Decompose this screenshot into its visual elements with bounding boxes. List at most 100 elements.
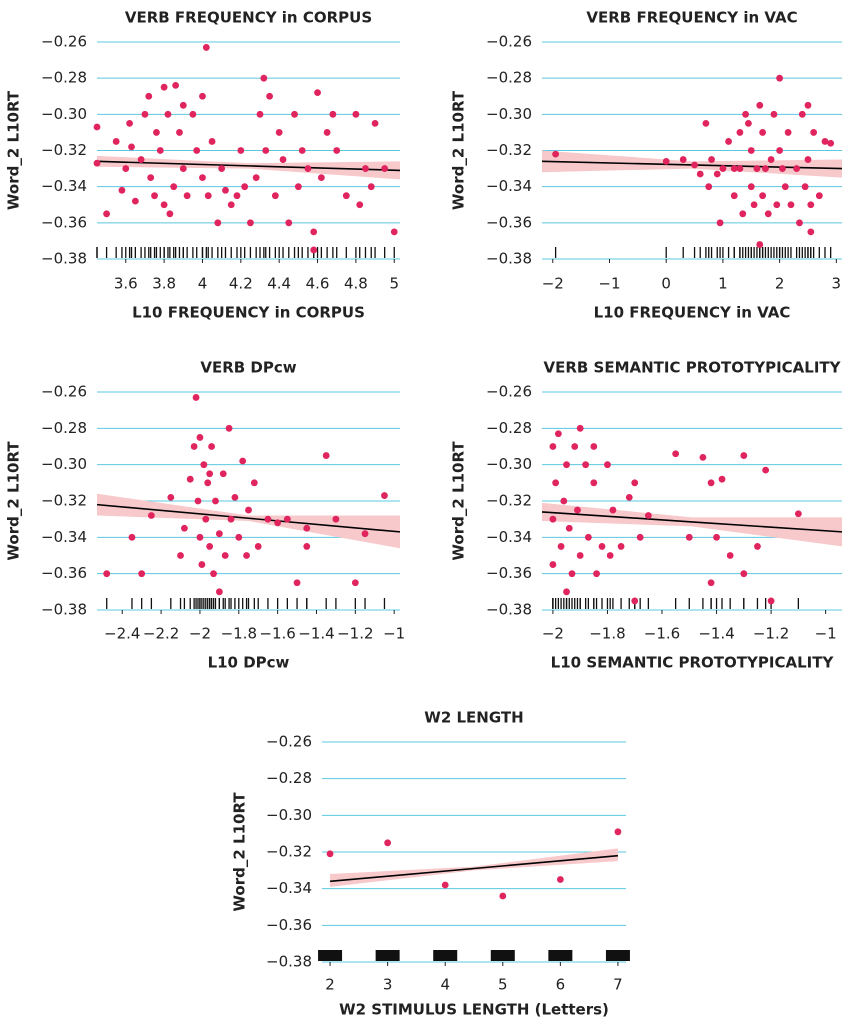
- rug-mark: [375, 950, 400, 961]
- y-tick-label: −0.26: [41, 383, 87, 401]
- rug-mark: [764, 598, 767, 609]
- rug-mark: [764, 247, 767, 258]
- y-tick-label: −0.36: [486, 213, 532, 231]
- rug-mark: [207, 598, 209, 609]
- point: [250, 479, 258, 487]
- point: [750, 201, 758, 209]
- point: [598, 543, 606, 550]
- rug-mark: [393, 247, 395, 258]
- rug-mark: [179, 598, 182, 609]
- point: [227, 201, 235, 209]
- rug-mark: [433, 950, 458, 961]
- rug-mark: [810, 247, 812, 258]
- point: [798, 110, 806, 118]
- rug-mark: [374, 247, 376, 258]
- point: [753, 165, 761, 172]
- point: [317, 174, 325, 182]
- rug-mark: [134, 247, 137, 258]
- point: [252, 174, 260, 182]
- rug-mark: [715, 598, 718, 609]
- point: [804, 156, 812, 163]
- point: [323, 129, 331, 136]
- point: [764, 210, 772, 218]
- point: [636, 533, 644, 541]
- point: [381, 165, 389, 172]
- point: [204, 192, 212, 200]
- rug-mark: [801, 247, 803, 258]
- rug-mark: [189, 598, 191, 609]
- point: [821, 138, 829, 145]
- rug-mark: [210, 598, 213, 609]
- rug-mark: [240, 247, 242, 258]
- confidence-band: [542, 502, 842, 547]
- point: [716, 219, 724, 227]
- rug-mark: [173, 247, 175, 258]
- point: [604, 461, 611, 469]
- rug-mark: [224, 247, 227, 258]
- rug-mark: [747, 247, 750, 258]
- point: [303, 524, 311, 532]
- point: [549, 561, 557, 568]
- rug-mark: [130, 247, 133, 258]
- rug-mark: [336, 247, 338, 258]
- rug-mark: [169, 247, 171, 258]
- point: [294, 183, 302, 191]
- point: [160, 201, 168, 209]
- point: [126, 119, 134, 127]
- y-tick-label: −0.36: [41, 213, 87, 231]
- point: [441, 881, 449, 889]
- rug-mark: [359, 247, 361, 258]
- rug-mark: [193, 598, 195, 609]
- point: [644, 512, 652, 519]
- rug-mark: [326, 247, 328, 258]
- point: [199, 92, 206, 100]
- rug-mark: [178, 247, 181, 258]
- point: [147, 512, 155, 519]
- point: [166, 210, 174, 218]
- rug-mark: [784, 247, 786, 258]
- point: [179, 101, 187, 109]
- rug-mark: [209, 598, 211, 609]
- y-tick-label: −0.36: [266, 916, 312, 934]
- point: [206, 470, 214, 478]
- rug-mark: [257, 598, 259, 609]
- rug-mark: [316, 247, 319, 258]
- rug-mark: [249, 247, 252, 258]
- x-tick-label: 1: [718, 275, 728, 293]
- rug-mark: [218, 598, 221, 609]
- point: [293, 579, 301, 587]
- point: [756, 241, 764, 248]
- point: [384, 839, 392, 847]
- rug-mark: [265, 247, 267, 258]
- y-tick-label: −0.30: [486, 105, 532, 123]
- point: [202, 515, 210, 523]
- point: [617, 543, 625, 550]
- point: [747, 147, 755, 154]
- point: [181, 524, 188, 532]
- rug-mark: [554, 598, 557, 609]
- point: [189, 110, 197, 118]
- x-axis-label: L10 FREQUENCY in CORPUS: [132, 304, 365, 322]
- point: [208, 138, 216, 145]
- rug-mark: [320, 247, 323, 258]
- y-tick-label: −0.38: [486, 250, 532, 268]
- point: [237, 147, 245, 154]
- point: [231, 493, 239, 501]
- point: [196, 434, 204, 441]
- point: [719, 165, 727, 172]
- rug-mark: [242, 598, 244, 609]
- rug-mark: [306, 598, 308, 609]
- rug-mark: [804, 247, 806, 258]
- rug-mark: [150, 598, 153, 609]
- rug-mark: [148, 247, 150, 258]
- point: [725, 138, 732, 145]
- rug-mark: [606, 598, 609, 609]
- rug-mark: [307, 247, 309, 258]
- point: [557, 543, 565, 550]
- rug-mark: [282, 247, 284, 258]
- y-tick-label: −0.38: [266, 953, 312, 971]
- rug-mark: [795, 247, 798, 258]
- x-tick-label: 0: [661, 275, 671, 293]
- point: [756, 101, 764, 109]
- rug-mark: [297, 247, 300, 258]
